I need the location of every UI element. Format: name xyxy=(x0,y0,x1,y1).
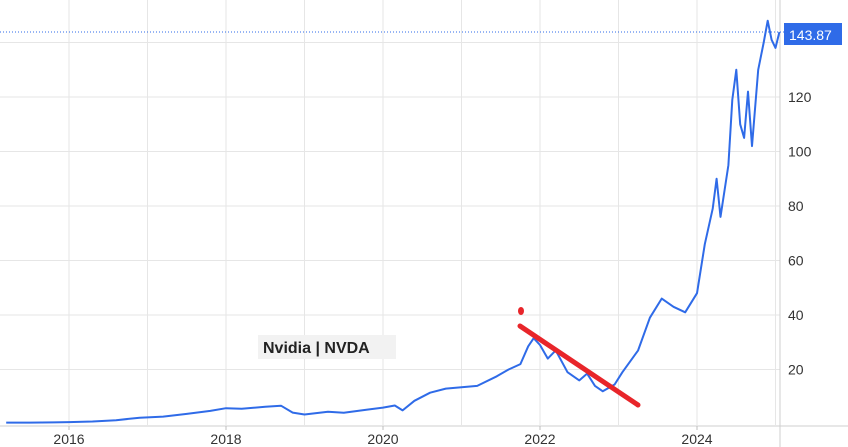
x-tick-label: 2022 xyxy=(524,431,555,447)
chart-title-background xyxy=(258,335,396,359)
chart-title: Nvidia | NVDA xyxy=(263,340,370,357)
series-line xyxy=(6,19,781,424)
chart-grid xyxy=(0,0,781,447)
x-tick-label: 2018 xyxy=(210,431,241,447)
y-tick-label: 40 xyxy=(788,307,804,323)
y-tick-label: 100 xyxy=(788,144,812,160)
last-price-badge: 143.87 xyxy=(784,23,842,45)
last-price-label: 143.87 xyxy=(789,27,832,43)
y-tick-label: 60 xyxy=(788,253,804,269)
y-axis: 20 40 60 80 100 120 xyxy=(788,89,812,378)
y-tick-label: 20 xyxy=(788,362,804,378)
annotation-trend-line xyxy=(517,323,641,408)
plot-area xyxy=(0,19,784,424)
x-axis: 2016 2018 2020 2022 2024 xyxy=(0,425,848,447)
annotation-mark xyxy=(518,307,524,315)
x-tick-label: 2020 xyxy=(367,431,398,447)
y-tick-label: 120 xyxy=(788,89,812,105)
last-price-badge-bg xyxy=(784,23,842,45)
x-tick-label: 2016 xyxy=(53,431,84,447)
x-tick-label: 2024 xyxy=(681,431,712,447)
y-tick-label: 80 xyxy=(788,198,804,214)
